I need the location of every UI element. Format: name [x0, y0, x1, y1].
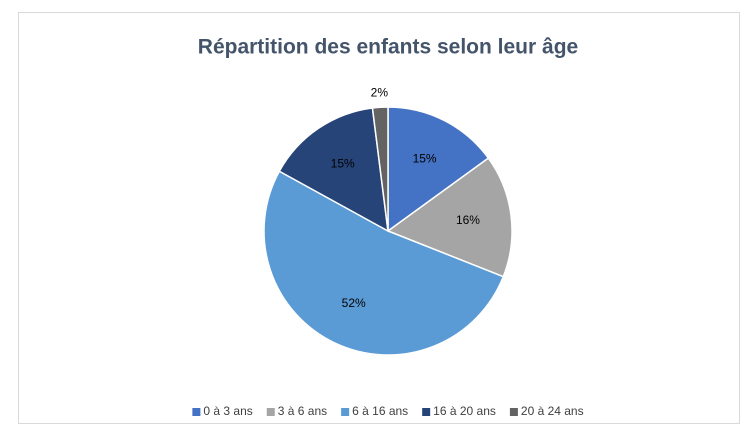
legend-label: 0 à 3 ans	[203, 404, 252, 418]
chart-title: Répartition des enfants selon leur âge	[198, 36, 578, 59]
pie-slice	[278, 107, 389, 233]
legend-swatch	[509, 408, 518, 416]
legend-swatch	[266, 408, 275, 416]
data-label: 15%	[331, 157, 355, 171]
legend-label: 20 à 24 ans	[521, 404, 584, 418]
pie-slice	[263, 170, 505, 356]
data-label: 2%	[371, 85, 389, 99]
legend-swatch	[422, 408, 431, 416]
pie-slice	[386, 157, 513, 278]
legend-label: 6 à 16 ans	[352, 404, 408, 418]
legend-label: 16 à 20 ans	[433, 404, 496, 418]
pie-slice	[387, 106, 490, 233]
data-label: 15%	[413, 151, 437, 165]
data-label: 16%	[456, 213, 480, 227]
data-label: 52%	[342, 296, 366, 310]
legend-swatch	[192, 408, 201, 416]
pie-slice	[371, 106, 389, 232]
legend-label: 3 à 6 ans	[278, 404, 327, 418]
legend-swatch	[341, 408, 350, 416]
